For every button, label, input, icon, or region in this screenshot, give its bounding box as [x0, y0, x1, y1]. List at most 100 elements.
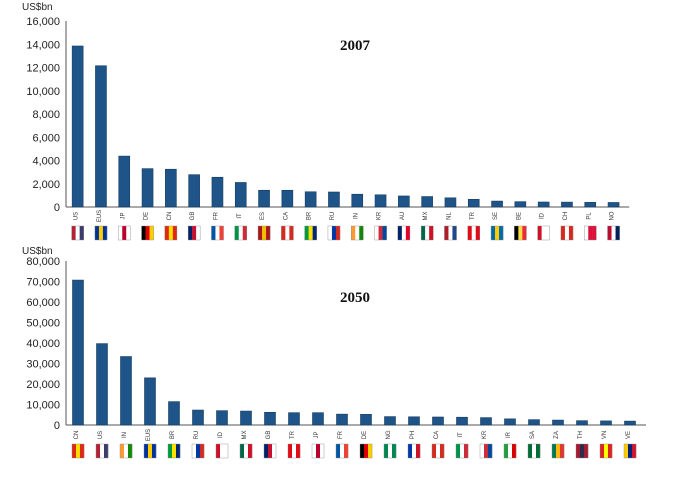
bar-gb [264, 411, 276, 426]
x-tick-label: IR [506, 431, 512, 438]
bar-tr [467, 199, 480, 208]
x-tick-label: CA [283, 212, 289, 220]
bar-it [456, 416, 468, 426]
flag-it-icon [455, 443, 469, 459]
x-tick-label: PH [410, 431, 416, 439]
flag-kr-icon [374, 225, 387, 241]
y-tick-label: 16,000 [26, 16, 60, 28]
flag-pl-icon [584, 225, 597, 241]
flag-de-icon [359, 443, 373, 459]
y-tick-label: 40,000 [26, 338, 60, 350]
x-tick-label: MX [242, 431, 248, 440]
flag-br-icon [167, 443, 181, 459]
x-tick-label: RU [194, 431, 200, 440]
y-tick-label: 20,000 [26, 379, 60, 391]
flag-gb-icon [263, 443, 277, 459]
bar-ca [432, 416, 444, 426]
bar-in [351, 193, 364, 208]
flag-fr-icon [335, 443, 349, 459]
flag-eus-icon [94, 225, 108, 241]
bar-mx [240, 410, 252, 426]
bar-fr [211, 176, 224, 208]
bar-ng [384, 416, 396, 426]
flag-eus-icon [143, 443, 157, 459]
flag-ve-icon [623, 443, 637, 459]
bar-sa [528, 419, 540, 426]
bar-mx [421, 196, 433, 208]
x-tick-label: NL [446, 212, 452, 220]
y-axis-unit-label: US$bn [22, 246, 53, 257]
y-tick-label: 8,000 [32, 109, 60, 121]
bar-es [258, 189, 270, 208]
flag-us-icon [95, 443, 109, 459]
x-tick-label: KR [482, 430, 488, 439]
y-tick-label: 12,000 [26, 63, 60, 75]
x-tick-label: RU [330, 212, 336, 221]
x-tick-label: GB [266, 431, 272, 440]
flag-se-icon [490, 225, 504, 241]
flag-fr-icon [211, 225, 224, 241]
x-tick-label: IT [237, 213, 243, 219]
bar-tr [288, 412, 300, 426]
x-tick-label: US [98, 431, 104, 439]
bar-pl [584, 202, 597, 208]
y-tick-label: 50,000 [26, 318, 60, 330]
x-tick-label: ID [218, 431, 224, 438]
flag-no-icon [607, 225, 620, 241]
y-tick-label: 2,000 [32, 179, 60, 191]
x-tick-label: VN [602, 431, 608, 439]
bar-nl [444, 197, 457, 208]
x-tick-label: IN [353, 213, 359, 219]
bar-kr [480, 417, 492, 426]
bar-ru [192, 409, 204, 426]
bar-za [552, 419, 564, 426]
flag-ca-icon [431, 443, 445, 459]
x-tick-label: VE [626, 431, 632, 439]
x-tick-label: JP [120, 212, 126, 219]
bar-th [576, 420, 588, 426]
x-tick-label: EUS [146, 429, 152, 441]
bar-be [514, 201, 527, 208]
flag-sa-icon [527, 443, 541, 459]
bar-no [607, 202, 620, 208]
flag-gb-icon [187, 225, 201, 241]
flag-cn-icon [71, 443, 85, 459]
y-tick-label: 60,000 [26, 297, 60, 309]
bar-au [398, 195, 410, 208]
x-tick-label: DE [144, 212, 150, 220]
x-tick-label: ZA [554, 431, 560, 439]
flag-be-icon [514, 225, 527, 241]
flag-ru-icon [191, 443, 205, 459]
flag-ru-icon [327, 225, 341, 241]
x-tick-label: FR [338, 430, 344, 439]
bar-us [71, 45, 84, 208]
flag-jp-icon [118, 225, 131, 241]
x-tick-label: BE [516, 212, 522, 220]
bar-it [234, 182, 247, 208]
flag-tr-icon [287, 443, 301, 459]
bar-eus [95, 65, 107, 208]
y-tick-label: 4,000 [32, 156, 60, 168]
bar-fr [336, 413, 348, 426]
x-tick-label: IT [458, 432, 464, 438]
y-tick-label: 80,000 [26, 256, 60, 268]
flag-vn-icon [599, 443, 613, 459]
bar-eus [144, 377, 156, 426]
x-tick-label: BR [307, 211, 313, 220]
x-tick-label: EUS [97, 210, 103, 222]
y-tick-label: 14,000 [26, 39, 60, 51]
bar-gb [188, 174, 200, 208]
bar-ve [624, 420, 636, 426]
bar-id [537, 201, 550, 208]
x-tick-label: NO [610, 211, 616, 220]
chart-panel-2007: US$bn 2007 0 2,000 4,000 6,000 8,000 10,000 12… [22, 2, 630, 241]
bar-ch [561, 201, 573, 208]
flag-ca-icon [281, 225, 294, 241]
bar-jp [118, 155, 131, 208]
bar-ir [504, 418, 516, 426]
bar-de [141, 168, 154, 208]
flag-mx-icon [420, 225, 434, 241]
x-tick-label: CN [74, 431, 80, 440]
bar-se [491, 200, 503, 208]
